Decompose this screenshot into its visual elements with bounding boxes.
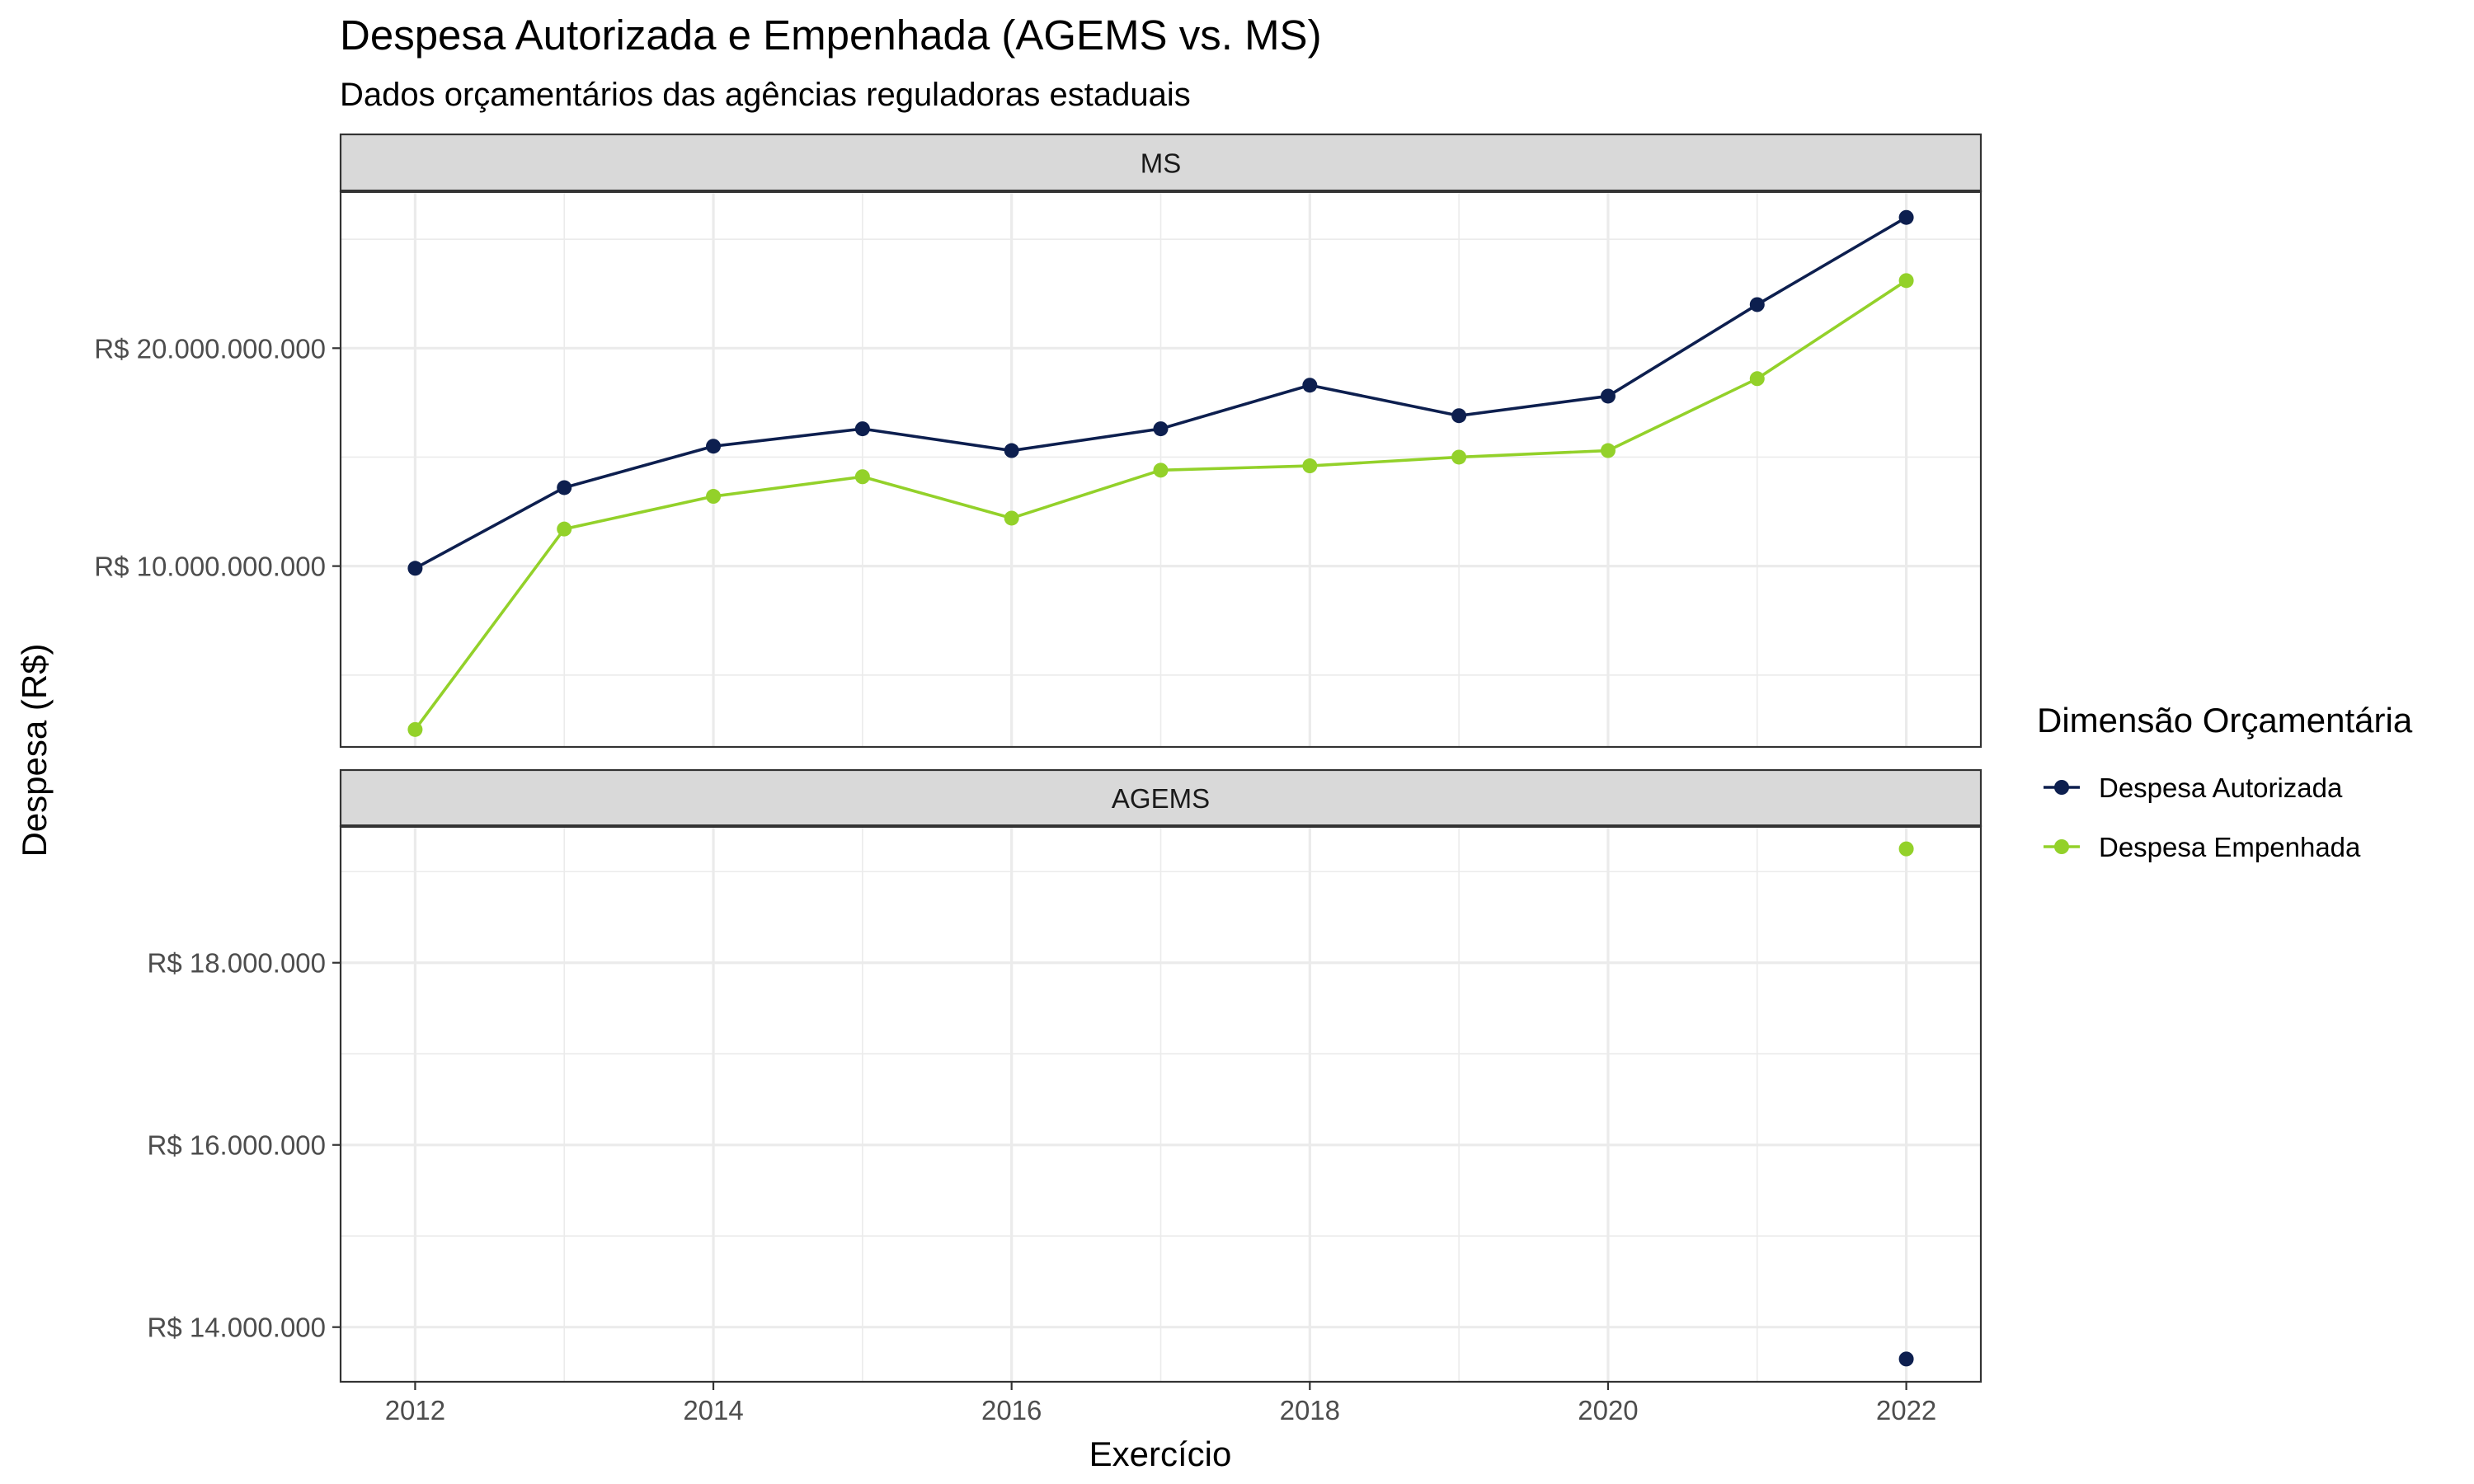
data-point-despesa-empenhada: [1153, 463, 1169, 478]
legend-entry-despesa-autorizada: Despesa Autorizada: [2044, 773, 2343, 803]
y-tick-label: R$ 18.000.000: [147, 948, 326, 979]
legend-label: Despesa Empenhada: [2099, 832, 2361, 862]
legend-entry-despesa-empenhada: Despesa Empenhada: [2044, 832, 2361, 862]
data-point-despesa-autorizada: [1302, 378, 1318, 393]
data-point-despesa-autorizada: [407, 561, 423, 576]
data-point-despesa-empenhada: [1898, 841, 1914, 857]
legend-label: Despesa Autorizada: [2099, 773, 2343, 803]
data-point-despesa-autorizada: [1451, 408, 1467, 424]
y-tick-label: R$ 16.000.000: [147, 1130, 326, 1161]
data-point-despesa-empenhada: [854, 469, 870, 485]
legend-title: Dimensão Orçamentária: [2037, 701, 2413, 740]
data-point-despesa-autorizada: [1600, 388, 1616, 404]
panel-agems: R$ 14.000.000 R$ 16.000.000 R$ 18.000.000 A…: [147, 768, 1982, 1425]
y-axis-title: Despesa (R$): [15, 643, 54, 857]
data-point-despesa-autorizada: [854, 421, 870, 437]
x-tick-label: 2016: [981, 1395, 1042, 1425]
panel-ms: R$ 10.000.000.000 R$ 20.000.000.000 MS: [94, 133, 1982, 749]
legend-key-point: [2054, 839, 2069, 854]
data-point-despesa-autorizada: [706, 439, 722, 454]
facet-strip-label: AGEMS: [1112, 783, 1210, 814]
data-point-despesa-autorizada: [1749, 297, 1765, 312]
data-point-despesa-empenhada: [1898, 273, 1914, 289]
chart-title: Despesa Autorizada e Empenhada (AGEMS vs…: [340, 12, 1322, 59]
y-tick-label: R$ 10.000.000.000: [94, 552, 326, 582]
x-tick-label: 2014: [683, 1395, 743, 1425]
y-tick-label: R$ 20.000.000.000: [94, 333, 326, 364]
data-point-despesa-empenhada: [1600, 443, 1616, 458]
data-point-despesa-autorizada: [1898, 1351, 1914, 1367]
data-point-despesa-empenhada: [1451, 449, 1467, 465]
x-tick-label: 2022: [1876, 1395, 1936, 1425]
y-tick-label: R$ 14.000.000: [147, 1313, 326, 1343]
facet-strip-label: MS: [1141, 148, 1182, 179]
data-point-despesa-empenhada: [706, 489, 722, 505]
data-point-despesa-autorizada: [557, 480, 572, 495]
data-point-despesa-empenhada: [557, 521, 572, 537]
legend-key-point: [2054, 780, 2069, 795]
data-point-despesa-empenhada: [407, 721, 423, 737]
chart-subtitle: Dados orçamentários das agências regulad…: [340, 77, 1191, 113]
data-point-despesa-empenhada: [1004, 510, 1019, 526]
data-point-despesa-empenhada: [1749, 371, 1765, 387]
facet-strip: [339, 768, 1982, 828]
x-tick-label: 2018: [1280, 1395, 1340, 1425]
data-point-despesa-autorizada: [1004, 443, 1019, 458]
data-point-despesa-autorizada: [1898, 209, 1914, 225]
data-point-despesa-autorizada: [1153, 421, 1169, 437]
data-point-despesa-empenhada: [1302, 458, 1318, 474]
x-tick-label: 2012: [385, 1395, 445, 1425]
x-tick-label: 2020: [1578, 1395, 1638, 1425]
x-axis-title: Exercício: [1089, 1435, 1232, 1473]
legend: Dimensão Orçamentária Despesa Autorizada…: [2037, 701, 2413, 862]
facet-strip: [339, 133, 1982, 193]
